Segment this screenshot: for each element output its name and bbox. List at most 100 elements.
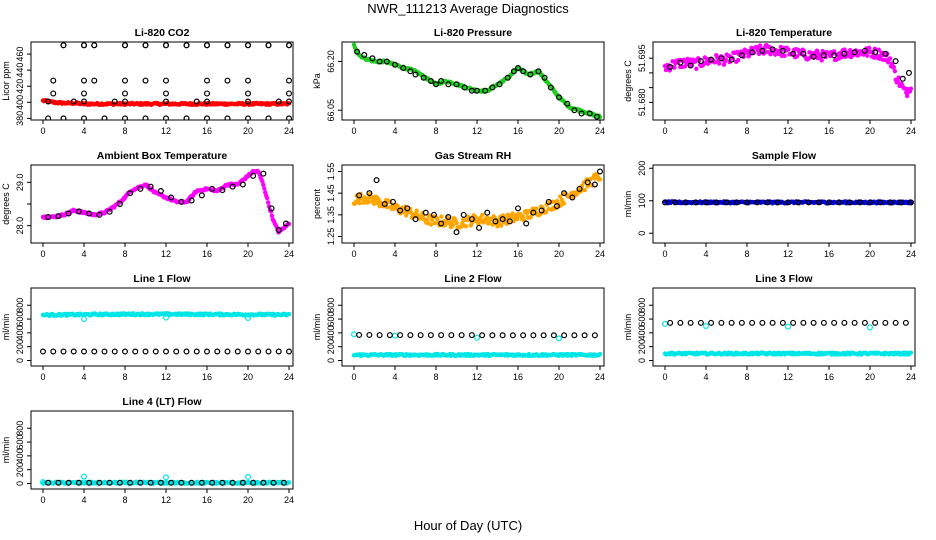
data-point (805, 199, 812, 206)
data-point (381, 201, 388, 208)
data-point (759, 319, 766, 326)
data-point (80, 98, 87, 105)
x-tick-label: 16 (202, 249, 212, 259)
data-point (280, 479, 287, 486)
data-point (204, 77, 211, 84)
data-point (265, 348, 272, 355)
x-tick-label: 20 (865, 249, 875, 259)
data-point (265, 200, 271, 205)
y-tick-label: 200 (15, 339, 25, 354)
chart-panel-3: Li-820 Temperature degrees C 0 4 8 12 16 20 24 51… (623, 27, 916, 136)
data-point (514, 64, 521, 71)
data-point (735, 57, 741, 63)
data-point (757, 43, 763, 48)
data-point (861, 47, 868, 54)
data-point (250, 479, 257, 486)
data-point (383, 58, 390, 65)
data-point (219, 187, 226, 194)
x-tick-label: 24 (284, 126, 294, 136)
x-tick-label: 12 (472, 372, 482, 382)
data-point (183, 115, 190, 120)
data-point (414, 208, 419, 213)
y-tick-label: 400 (326, 325, 336, 340)
data-point (269, 213, 275, 219)
data-point (224, 348, 231, 355)
data-point (435, 217, 440, 222)
x-tick-label: 4 (392, 372, 397, 382)
x-tick-label: 20 (243, 249, 253, 259)
data-point (137, 479, 144, 486)
x-tick-label: 24 (284, 372, 294, 382)
data-point (527, 71, 534, 78)
data-point (899, 75, 906, 82)
data-point (163, 90, 170, 97)
x-tick-label: 16 (202, 495, 212, 505)
data-point (229, 479, 236, 486)
plot-frame (30, 164, 294, 244)
data-point (453, 81, 460, 88)
chart-title: Sample Flow (752, 150, 817, 162)
data-point (127, 479, 134, 486)
data-point (761, 51, 766, 56)
chart-panel-8: Line 2 Flow ml/min 0 4 8 12 16 20 24 0 20040060080… (312, 273, 605, 382)
y-tick-label: 600 (326, 312, 336, 327)
series-group (40, 168, 292, 235)
data-point (728, 56, 735, 63)
data-point (70, 98, 77, 105)
data-point (672, 199, 679, 206)
data-point (209, 185, 216, 192)
data-point (286, 311, 292, 317)
y-tick-label: 600 (15, 312, 25, 327)
data-point (672, 65, 677, 70)
data-point (264, 195, 270, 201)
data-point (856, 199, 863, 206)
data-point (45, 479, 52, 486)
data-point (270, 479, 277, 486)
y-tick-label: 51.680 (637, 89, 647, 117)
data-point (800, 319, 807, 326)
data-point (198, 479, 205, 486)
data-point (163, 474, 170, 481)
data-point (523, 220, 530, 227)
data-point (571, 332, 578, 339)
data-point (209, 479, 216, 486)
x-tick-label: 4 (392, 126, 397, 136)
data-point (356, 192, 363, 199)
x-tick-label: 4 (703, 249, 708, 259)
data-point (723, 199, 730, 206)
data-point (550, 332, 557, 339)
data-point (908, 350, 914, 355)
data-point (286, 348, 293, 355)
x-tick-label: 12 (783, 249, 793, 259)
x-tick-label: 16 (202, 372, 212, 382)
x-tick-label: 8 (122, 372, 127, 382)
data-point (779, 47, 786, 54)
data-point (255, 348, 262, 355)
data-point (427, 77, 434, 84)
x-tick-label: 20 (243, 126, 253, 136)
data-point (535, 68, 542, 75)
data-point (96, 211, 103, 218)
data-point (163, 115, 169, 120)
data-point (55, 479, 62, 486)
data-point (866, 324, 873, 331)
x-tick-label: 8 (744, 126, 749, 136)
data-point (204, 42, 211, 49)
data-point (569, 194, 576, 201)
x-tick-label: 12 (783, 126, 793, 136)
y-tick-label: 800 (15, 421, 25, 436)
data-point (756, 51, 762, 57)
data-point (80, 42, 87, 49)
data-point (727, 59, 732, 65)
data-point (389, 198, 396, 205)
data-point (820, 52, 827, 59)
y-tick-label: 800 (637, 298, 647, 313)
data-point (116, 201, 123, 208)
y-axis-label: ml/min (1, 314, 11, 341)
chart-title: Line 2 Flow (444, 273, 502, 285)
data-point (163, 98, 170, 105)
chart-title: Line 3 Flow (755, 273, 813, 285)
series-group (661, 199, 914, 206)
data-point (60, 42, 67, 49)
x-tick-label: 24 (284, 495, 294, 505)
